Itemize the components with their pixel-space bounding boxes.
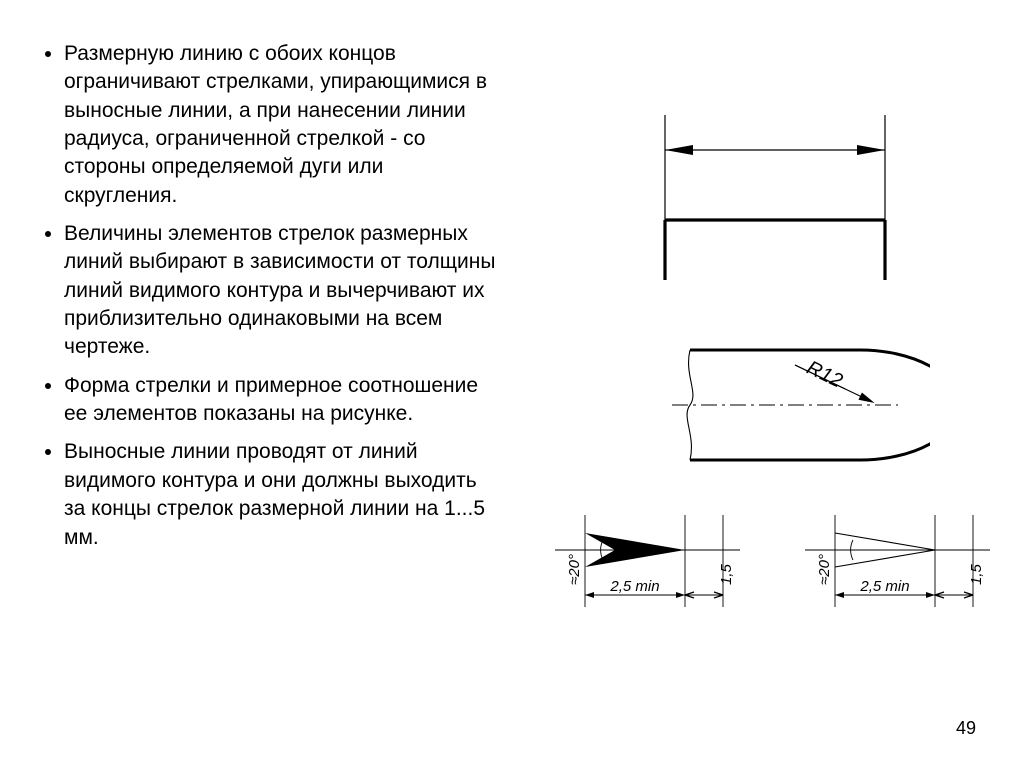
page-number: 49 [956, 718, 976, 739]
svg-text:≈20°: ≈20° [566, 554, 583, 585]
list-item: Форма стрелки и примерное соотношение ее… [64, 372, 498, 429]
arrow-open-figure: 2,5 min 1,5 ≈20° [770, 500, 1015, 620]
dimension-line-figure [620, 60, 920, 290]
svg-text:≈20°: ≈20° [816, 554, 833, 585]
list-item: Величины элементов стрелок размерных лин… [64, 220, 498, 362]
svg-text:2,5 min: 2,5 min [859, 578, 909, 595]
arrow-filled-figure: 2,5 min 1,5 ≈20° [520, 500, 765, 620]
svg-text:1,5: 1,5 [718, 563, 735, 585]
list-item: Выносные линии проводят от линий видимог… [64, 438, 498, 551]
bullet-list: Размерную линию с обоих концов ограничив… [38, 40, 498, 552]
svg-text:R12: R12 [803, 357, 846, 393]
radius-figure: R12 [630, 320, 930, 500]
list-item: Размерную линию с обоих концов ограничив… [64, 40, 498, 210]
text-column: Размерную линию с обоих концов ограничив… [38, 40, 498, 562]
slide: Размерную линию с обоих концов ограничив… [0, 0, 1024, 767]
figures-area: R12 2,5 min 1,5 ≈20° 2,5 min 1,5 ≈20° [520, 40, 1020, 740]
svg-text:1,5: 1,5 [968, 563, 985, 585]
svg-text:2,5 min: 2,5 min [609, 578, 659, 595]
